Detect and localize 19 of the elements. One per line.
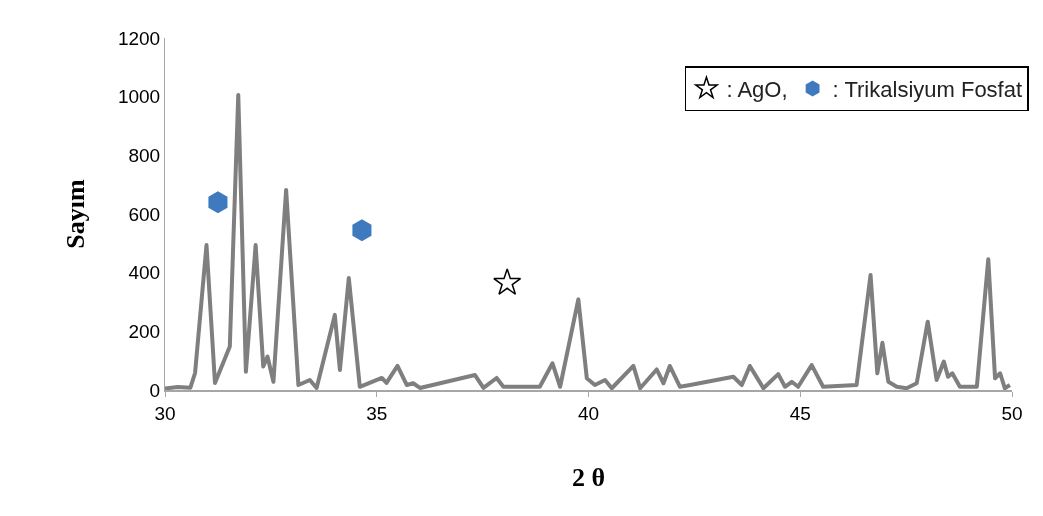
y-tick-label: 1200 [117, 27, 161, 49]
point [208, 191, 228, 214]
y-tick-label: 1000 [117, 86, 161, 108]
y-tick-label: 400 [128, 262, 161, 284]
x-tick-label: 35 [366, 402, 388, 424]
y-tick-label: 200 [128, 320, 161, 342]
y-tick-label: 0 [149, 379, 161, 401]
legend-label: : Trikalsiyum Fosfat [832, 77, 1023, 103]
point [352, 219, 372, 242]
point [493, 268, 522, 296]
y-axis-title: Sayım [61, 178, 91, 249]
y-tick-label: 800 [128, 144, 161, 166]
x-tick-label: 50 [1001, 402, 1023, 424]
x-axis-title: 2 θ [571, 463, 606, 492]
legend-label: : AgO, [726, 77, 788, 103]
x-tick-label: 30 [154, 402, 176, 424]
x-tick-label: 40 [577, 402, 600, 424]
y-tick-label: 600 [128, 203, 161, 225]
x-tick-label: 45 [789, 402, 811, 424]
